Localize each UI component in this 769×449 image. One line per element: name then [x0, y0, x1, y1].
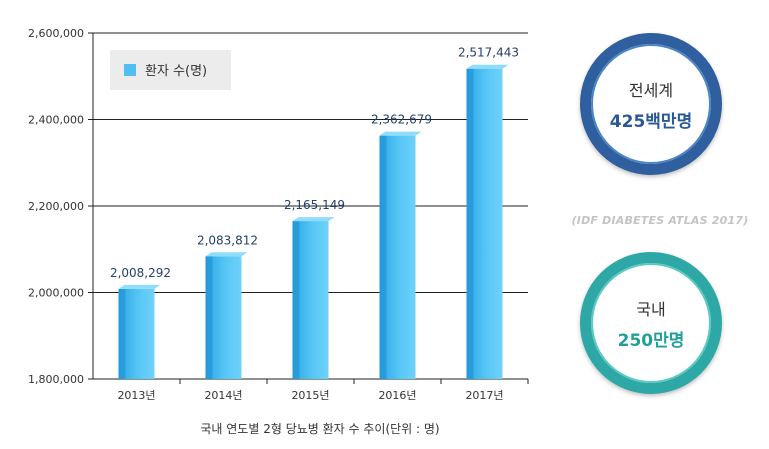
x-tick-label: 2017년: [465, 389, 503, 402]
x-tick-label: 2016년: [378, 389, 416, 402]
bar: [118, 284, 161, 379]
data-labels: 2,008,292 2,083,812 2,165,149 2,362,679 2,51…: [110, 46, 519, 280]
bar-chart: 2,600,000 2,400,000 2,200,000 2,000,000 1,80…: [28, 27, 529, 402]
bar: [466, 64, 509, 379]
data-label: 2,083,812: [197, 233, 258, 247]
y-tick-labels: 2,600,000 2,400,000 2,200,000 2,000,000 1,80…: [28, 27, 84, 386]
domestic-stat-value: 250만명: [617, 330, 685, 351]
y-tick-label: 2,000,000: [28, 287, 84, 300]
x-tick-label: 2014년: [204, 389, 242, 402]
world-stat-value: 425백만명: [609, 111, 693, 132]
y-tick-label: 2,600,000: [28, 27, 84, 40]
bar-shadow: [292, 221, 300, 379]
chart-caption: 국내 연도별 2형 당뇨병 환자 수 추이(단위 : 명): [200, 422, 440, 436]
data-label: 2,008,292: [110, 266, 171, 280]
y-tick-label: 2,200,000: [28, 200, 84, 213]
bar-top: [205, 252, 248, 257]
legend-swatch: [124, 64, 136, 76]
source-note: (IDF DIABETES ATLAS 2017): [571, 214, 749, 227]
y-tick-label: 1,800,000: [28, 373, 84, 386]
data-label: 2,165,149: [284, 198, 345, 212]
y-tick-label: 2,400,000: [28, 114, 84, 127]
bar-shadow: [379, 135, 387, 379]
legend: 환자 수(명): [110, 50, 231, 90]
world-stat-label: 전세계: [628, 80, 674, 100]
bars: [118, 64, 509, 379]
bar-shadow: [205, 256, 213, 379]
bar-top: [292, 217, 335, 222]
bar-shadow: [118, 288, 126, 379]
bar-top: [379, 131, 422, 136]
domestic-stat-label: 국내: [636, 299, 666, 319]
bar-shadow: [466, 68, 474, 379]
world-stat-circle: 전세계 425백만명: [580, 33, 722, 175]
bar: [379, 131, 422, 379]
bar-top: [466, 64, 509, 69]
data-label: 2,362,679: [371, 113, 432, 127]
x-tick-labels: 2013년 2014년 2015년 2016년 2017년: [117, 389, 503, 402]
bar-top: [118, 284, 161, 289]
bar: [292, 217, 335, 379]
domestic-stat-circle: 국내 250만명: [580, 252, 722, 394]
legend-label: 환자 수(명): [145, 64, 207, 79]
bar: [205, 252, 248, 379]
data-label: 2,517,443: [458, 46, 519, 60]
x-tick-label: 2015년: [291, 389, 329, 402]
x-tick-label: 2013년: [117, 389, 155, 402]
